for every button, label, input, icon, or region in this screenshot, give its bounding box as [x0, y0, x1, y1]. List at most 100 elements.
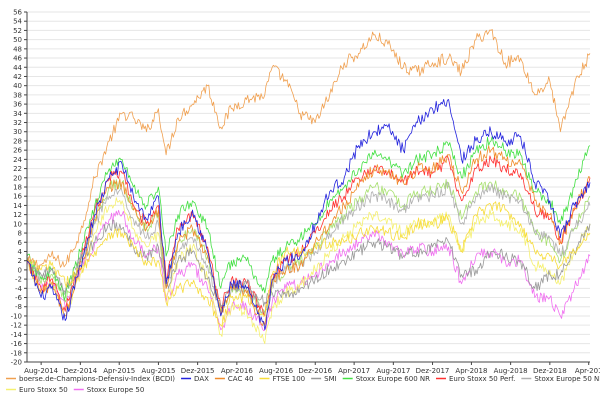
legend-item[interactable]: Euro Stoxx 50 Perf. — [435, 375, 515, 383]
data-point — [373, 131, 374, 132]
legend-item[interactable]: Stoxx Europe 600 NR — [342, 375, 430, 383]
legend-item[interactable]: boerse.de-Champions-Defensiv-Index (BCDI… — [6, 375, 175, 383]
data-point — [358, 233, 359, 234]
data-point — [80, 269, 81, 270]
legend-item[interactable]: DAX — [181, 375, 209, 383]
data-point — [166, 302, 167, 303]
data-point — [373, 34, 374, 35]
y-tick-label: 16 — [13, 193, 22, 201]
data-point — [475, 168, 476, 169]
data-point — [264, 343, 265, 344]
data-point — [448, 154, 449, 155]
data-point — [403, 182, 404, 183]
data-point — [432, 154, 433, 155]
data-point — [207, 251, 208, 252]
data-point — [65, 292, 66, 293]
data-point — [192, 228, 193, 229]
data-point — [344, 177, 345, 178]
y-tick-label: 38 — [13, 91, 22, 99]
data-point — [475, 223, 476, 224]
y-tick-label: 8 — [18, 230, 22, 238]
data-point — [109, 196, 110, 197]
data-point — [177, 228, 178, 229]
data-point — [158, 108, 159, 109]
data-point — [417, 246, 418, 247]
data-point — [133, 228, 134, 229]
data-point — [432, 223, 433, 224]
data-point — [373, 233, 374, 234]
data-point — [344, 186, 345, 187]
data-point — [475, 256, 476, 257]
data-point — [272, 67, 273, 68]
legend-item[interactable]: Stoxx Europe 50 — [73, 386, 145, 394]
data-point — [549, 242, 550, 243]
data-point — [315, 274, 316, 275]
y-tick-label: -10 — [11, 312, 22, 320]
data-point — [246, 297, 247, 298]
data-point — [177, 260, 178, 261]
legend-item[interactable]: CAC 40 — [214, 375, 254, 383]
data-point — [490, 131, 491, 132]
data-point — [344, 237, 345, 238]
data-point — [475, 150, 476, 151]
data-point — [417, 122, 418, 123]
data-point — [109, 140, 110, 141]
data-point — [207, 256, 208, 257]
data-point — [192, 283, 193, 284]
legend-item[interactable]: SMI — [311, 375, 337, 383]
data-point — [373, 196, 374, 197]
data-point — [358, 242, 359, 243]
data-point — [207, 297, 208, 298]
y-tick-label: -14 — [11, 331, 23, 339]
data-point — [432, 196, 433, 197]
data-point — [133, 219, 134, 220]
legend-label: FTSE 100 — [272, 375, 305, 383]
data-point — [490, 150, 491, 151]
legend-item[interactable]: Euro Stoxx 50 — [6, 386, 68, 394]
data-point — [207, 246, 208, 247]
y-tick-label: 6 — [18, 239, 23, 247]
data-point — [177, 288, 178, 289]
data-point — [94, 223, 95, 224]
data-point — [448, 99, 449, 100]
data-point — [344, 242, 345, 243]
data-point — [549, 219, 550, 220]
data-point — [520, 136, 521, 137]
data-point — [51, 283, 52, 284]
data-point — [51, 265, 52, 266]
data-point — [417, 168, 418, 169]
data-point — [264, 302, 265, 303]
data-point — [146, 246, 147, 247]
data-point — [560, 237, 561, 238]
x-tick-label: Aug-2014 — [24, 367, 59, 375]
legend-label: Stoxx Europe 50 — [87, 386, 145, 394]
data-point — [461, 223, 462, 224]
data-point — [589, 145, 590, 146]
data-point — [41, 265, 42, 266]
data-point — [94, 251, 95, 252]
data-point — [80, 260, 81, 261]
data-point — [505, 168, 506, 169]
data-point — [505, 209, 506, 210]
y-tick-label: 0 — [18, 266, 22, 274]
data-point — [387, 127, 388, 128]
legend: boerse.de-Champions-Defensiv-Index (BCDI… — [6, 375, 600, 394]
series-line — [26, 219, 591, 308]
data-point — [589, 177, 590, 178]
data-point — [534, 209, 535, 210]
data-point — [461, 283, 462, 284]
data-point — [80, 251, 81, 252]
data-point — [432, 173, 433, 174]
data-point — [177, 214, 178, 215]
data-point — [300, 256, 301, 257]
data-point — [560, 131, 561, 132]
data-point — [285, 292, 286, 293]
data-point — [192, 209, 193, 210]
data-point — [220, 315, 221, 316]
data-point — [520, 223, 521, 224]
legend-item[interactable]: Stoxx Europe 50 NR — [521, 375, 600, 383]
data-point — [373, 242, 374, 243]
legend-item[interactable]: FTSE 100 — [259, 375, 305, 383]
data-point — [65, 302, 66, 303]
